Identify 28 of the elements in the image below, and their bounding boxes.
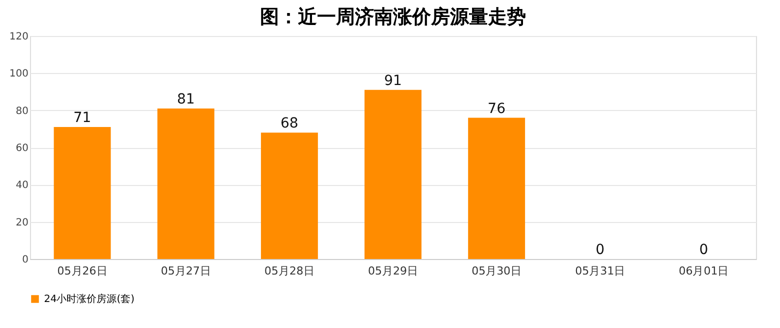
- bar: [364, 90, 422, 259]
- x-tick-label: 06月01日: [678, 264, 729, 278]
- x-tick-label: 05月29日: [368, 264, 418, 278]
- data-label: 91: [384, 72, 402, 89]
- bar: [157, 108, 214, 259]
- x-tick-label: 05月31日: [575, 264, 626, 278]
- y-tick-label: 40: [16, 180, 28, 192]
- data-label: 0: [596, 242, 605, 258]
- y-tick-label: 20: [16, 217, 28, 228]
- x-tick-label: 05月28日: [264, 264, 314, 278]
- x-tick-label: 05月27日: [160, 264, 211, 278]
- x-tick-label: 05月26日: [57, 264, 108, 278]
- y-tick-label: 100: [9, 68, 28, 80]
- data-label: 81: [176, 91, 195, 108]
- bar: [54, 127, 111, 259]
- x-tick-label: 05月30日: [472, 264, 522, 278]
- y-tick-label: 0: [22, 254, 28, 266]
- legend-label: 24小时涨价房源(套): [44, 293, 135, 305]
- y-tick-label: 60: [16, 143, 28, 154]
- data-label: 68: [280, 116, 298, 132]
- y-tick-label: 80: [16, 106, 28, 117]
- chart-title: 图：近一周济南涨价房源量走势: [260, 6, 526, 28]
- y-tick-label: 120: [9, 32, 28, 42]
- data-label: 0: [699, 242, 708, 258]
- data-label: 71: [73, 110, 92, 126]
- bar: [260, 132, 318, 259]
- data-label: 76: [488, 100, 506, 117]
- bar: [468, 118, 526, 259]
